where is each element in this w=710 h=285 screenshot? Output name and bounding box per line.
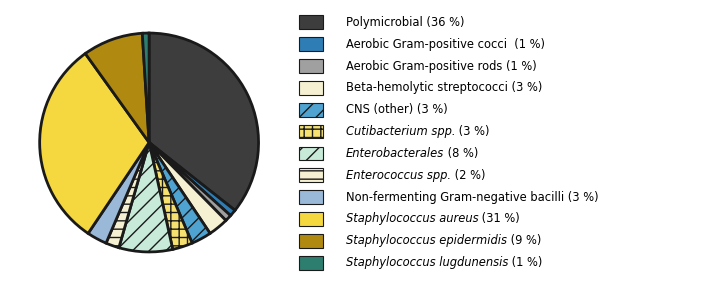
Wedge shape bbox=[149, 142, 231, 221]
Wedge shape bbox=[88, 142, 149, 243]
Wedge shape bbox=[85, 33, 149, 142]
Text: (9 %): (9 %) bbox=[506, 234, 541, 247]
Text: Enterobacterales: Enterobacterales bbox=[346, 147, 444, 160]
FancyBboxPatch shape bbox=[300, 190, 322, 204]
Wedge shape bbox=[149, 142, 210, 243]
Text: CNS (other) (3 %): CNS (other) (3 %) bbox=[346, 103, 447, 116]
FancyBboxPatch shape bbox=[300, 15, 322, 29]
Text: Staphylococcus aureus: Staphylococcus aureus bbox=[346, 213, 478, 225]
FancyBboxPatch shape bbox=[300, 256, 322, 270]
Wedge shape bbox=[149, 142, 235, 215]
Wedge shape bbox=[149, 33, 258, 210]
Text: Aerobic Gram-positive cocci  (1 %): Aerobic Gram-positive cocci (1 %) bbox=[346, 38, 545, 51]
Wedge shape bbox=[149, 142, 192, 249]
Text: Staphylococcus lugdunensis: Staphylococcus lugdunensis bbox=[346, 256, 508, 269]
Wedge shape bbox=[142, 33, 149, 142]
Text: Polymicrobial (36 %): Polymicrobial (36 %) bbox=[346, 16, 464, 29]
Text: Non-fermenting Gram-negative bacilli (3 %): Non-fermenting Gram-negative bacilli (3 … bbox=[346, 191, 599, 203]
Wedge shape bbox=[40, 54, 149, 233]
FancyBboxPatch shape bbox=[300, 37, 322, 51]
FancyBboxPatch shape bbox=[300, 168, 322, 182]
Text: (2 %): (2 %) bbox=[451, 169, 485, 182]
Wedge shape bbox=[119, 142, 173, 252]
FancyBboxPatch shape bbox=[300, 103, 322, 117]
Text: Beta-hemolytic streptococci (3 %): Beta-hemolytic streptococci (3 %) bbox=[346, 82, 542, 94]
Text: (1 %): (1 %) bbox=[508, 256, 542, 269]
FancyBboxPatch shape bbox=[300, 81, 322, 95]
FancyBboxPatch shape bbox=[300, 146, 322, 160]
Text: Staphylococcus epidermidis: Staphylococcus epidermidis bbox=[346, 234, 506, 247]
FancyBboxPatch shape bbox=[300, 59, 322, 73]
Text: (8 %): (8 %) bbox=[444, 147, 478, 160]
Text: (31 %): (31 %) bbox=[478, 213, 520, 225]
FancyBboxPatch shape bbox=[300, 234, 322, 248]
FancyBboxPatch shape bbox=[300, 212, 322, 226]
Text: Cutibacterium spp.: Cutibacterium spp. bbox=[346, 125, 455, 138]
Text: Enterococcus spp.: Enterococcus spp. bbox=[346, 169, 451, 182]
FancyBboxPatch shape bbox=[300, 125, 322, 139]
Text: Aerobic Gram-positive rods (1 %): Aerobic Gram-positive rods (1 %) bbox=[346, 60, 536, 72]
Wedge shape bbox=[106, 142, 149, 248]
Text: (3 %): (3 %) bbox=[455, 125, 490, 138]
Wedge shape bbox=[149, 142, 226, 233]
